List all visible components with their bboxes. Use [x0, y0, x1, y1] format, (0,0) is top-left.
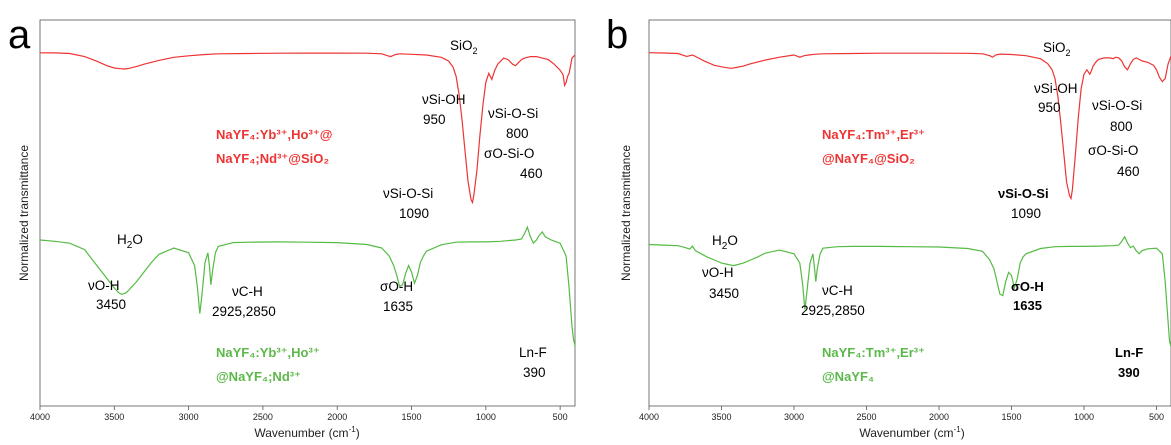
- green-sample-label-line1-a: NaYF₄:Yb³⁺,Ho³⁺: [216, 345, 320, 360]
- v-si-o-si-800-value-a: 800: [506, 126, 529, 141]
- green-sample-label-line2-b: @NaYF₄: [822, 369, 874, 384]
- ln-f-label-b: Ln-F: [1115, 345, 1143, 360]
- red-sample-label-line1-a: NaYF₄:Yb³⁺,Ho³⁺@: [216, 127, 332, 142]
- red-sample-label-line2-b: @NaYF₄@SiO₂: [822, 151, 915, 166]
- panel-letter-a: a: [8, 13, 31, 57]
- ln-f-value-b: 390: [1118, 365, 1140, 380]
- v-si-o-si-1090-label-b: νSi-O-Si: [998, 186, 1049, 201]
- h2o-label-a: H2O: [117, 232, 143, 251]
- y-axis-label-b: Normalized transmittance: [619, 145, 633, 281]
- red-sample-label-line1-b: NaYF₄:Tm³⁺,Er³⁺: [822, 127, 925, 142]
- v-si-oh-value-a: 950: [423, 112, 446, 127]
- v-c-h-value-b: 2925,2850: [801, 303, 865, 318]
- x-tick-label: 1000: [1074, 412, 1094, 422]
- v-si-o-si-800-value-b: 800: [1110, 119, 1133, 134]
- s-o-h-label-a: σO-H: [380, 279, 413, 294]
- x-tick-label: 2500: [253, 412, 273, 422]
- panel-letter-b: b: [606, 13, 628, 57]
- green-sample-label-line2-a: @NaYF₄;Nd³⁺: [216, 369, 301, 384]
- x-tick-label: 1500: [402, 412, 422, 422]
- series-line-b-green: [648, 235, 1171, 347]
- series-line-b-red: [648, 52, 1171, 201]
- v-c-h-value-a: 2925,2850: [212, 304, 276, 319]
- x-axis-label-a: Wavenumber (cm-1): [254, 425, 359, 440]
- v-si-oh-label-a: νSi-OH: [422, 92, 466, 107]
- sio2-label-a: SiO2: [450, 38, 478, 56]
- sio2-label-b: SiO2: [1043, 40, 1071, 58]
- x-tick-label: 500: [553, 412, 568, 422]
- v-o-h-label-b: νO-H: [702, 265, 734, 280]
- x-axis-label-b: Wavenumber (cm-1): [859, 425, 964, 440]
- s-o-si-o-label-a: σO-Si-O: [484, 146, 534, 161]
- x-tick-label: 2000: [327, 412, 347, 422]
- v-c-h-label-b: νC-H: [822, 283, 853, 298]
- green-sample-label-line1-b: NaYF₄:Tm³⁺,Er³⁺: [822, 345, 925, 360]
- s-o-h-label-b: σO-H: [1011, 279, 1044, 294]
- y-axis-label-a: Normalized transmittance: [17, 145, 31, 281]
- x-tick-label: 1500: [1001, 412, 1021, 422]
- v-si-o-si-800-label-b: νSi-O-Si: [1092, 98, 1142, 113]
- x-tick-label: 500: [1149, 412, 1164, 422]
- x-tick-label: 3000: [179, 412, 199, 422]
- v-si-o-si-1090-value-a: 1090: [399, 206, 429, 221]
- x-ticks-b: 4000 3500 3000 2500 2000 1500 1000 500: [639, 406, 1164, 422]
- x-ticks-a: 4000 3500 3000 2500 2000 1500 1000 500: [30, 406, 568, 422]
- v-si-o-si-800-label-a: νSi-O-Si: [488, 106, 538, 121]
- s-o-si-o-value-b: 460: [1117, 164, 1140, 179]
- v-si-oh-label-b: νSi-OH: [1034, 81, 1078, 96]
- x-tick-label: 3500: [104, 412, 124, 422]
- panel-a: a 4000 3500 3000 2500 2000 1500 1000 500 Wavenu…: [8, 13, 576, 440]
- ln-f-value-a: 390: [523, 365, 546, 380]
- s-o-h-value-b: 1635: [1013, 298, 1042, 313]
- series-line-a-green: [39, 225, 576, 346]
- x-tick-label: 3000: [784, 412, 804, 422]
- v-o-h-value-a: 3450: [96, 297, 126, 312]
- s-o-si-o-label-b: σO-Si-O: [1088, 143, 1138, 158]
- v-o-h-label-a: νO-H: [88, 278, 120, 293]
- x-tick-label: 2000: [929, 412, 949, 422]
- v-si-o-si-1090-value-b: 1090: [1011, 206, 1041, 221]
- s-o-si-o-value-a: 460: [520, 166, 543, 181]
- red-sample-label-line2-a: NaYF₄;Nd³⁺@SiO₂: [216, 151, 329, 166]
- x-tick-label: 4000: [30, 412, 50, 422]
- ln-f-label-a: Ln-F: [519, 345, 547, 360]
- v-c-h-label-a: νC-H: [232, 284, 263, 299]
- h2o-label-b: H2O: [712, 233, 738, 252]
- x-tick-label: 2500: [856, 412, 876, 422]
- x-tick-label: 3500: [711, 412, 731, 422]
- plot-frame-b: [648, 19, 1171, 407]
- v-si-oh-value-b: 950: [1038, 100, 1061, 115]
- v-o-h-value-b: 3450: [709, 286, 739, 301]
- v-si-o-si-1090-label-a: νSi-O-Si: [383, 186, 433, 201]
- s-o-h-value-a: 1635: [383, 299, 413, 314]
- panel-b: b 4000 3500 3000 2500 2000 1500 1000 500 Wavenu…: [606, 13, 1171, 440]
- x-tick-label: 4000: [639, 412, 659, 422]
- x-tick-label: 1000: [476, 412, 496, 422]
- series-line-a-red: [39, 52, 576, 205]
- plot-frame-a: [39, 19, 576, 407]
